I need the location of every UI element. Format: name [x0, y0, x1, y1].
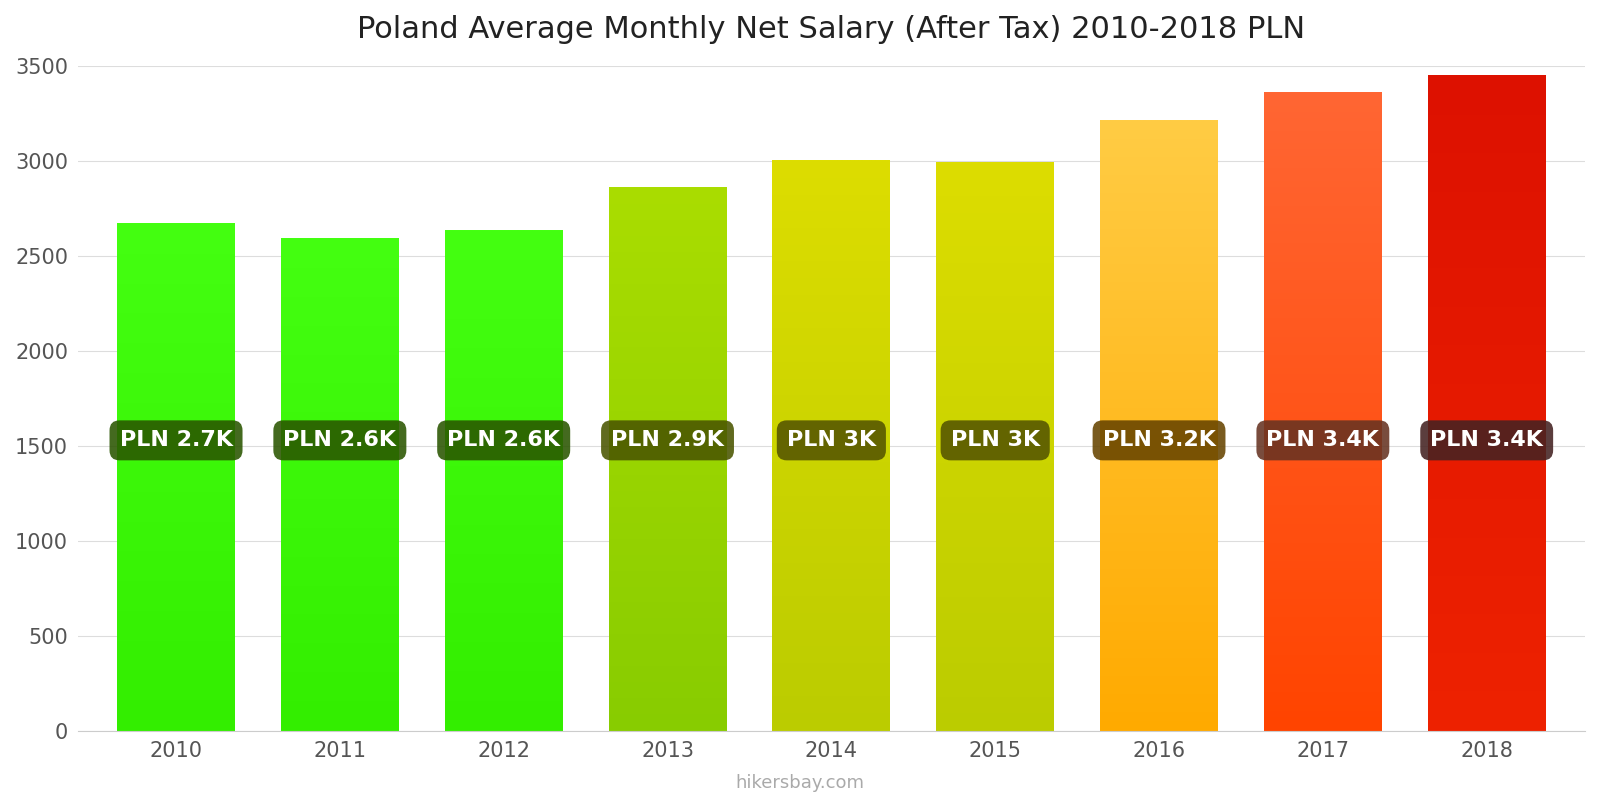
- Text: PLN 2.7K: PLN 2.7K: [120, 430, 232, 450]
- Text: hikersbay.com: hikersbay.com: [736, 774, 864, 792]
- Text: PLN 3.4K: PLN 3.4K: [1430, 430, 1542, 450]
- Text: PLN 3K: PLN 3K: [950, 430, 1040, 450]
- Title: Poland Average Monthly Net Salary (After Tax) 2010-2018 PLN: Poland Average Monthly Net Salary (After…: [357, 15, 1306, 44]
- Text: PLN 3.4K: PLN 3.4K: [1267, 430, 1379, 450]
- Text: PLN 2.6K: PLN 2.6K: [446, 430, 560, 450]
- Text: PLN 3K: PLN 3K: [787, 430, 875, 450]
- Text: PLN 2.9K: PLN 2.9K: [611, 430, 723, 450]
- Text: PLN 3.2K: PLN 3.2K: [1102, 430, 1216, 450]
- Text: PLN 2.6K: PLN 2.6K: [283, 430, 397, 450]
